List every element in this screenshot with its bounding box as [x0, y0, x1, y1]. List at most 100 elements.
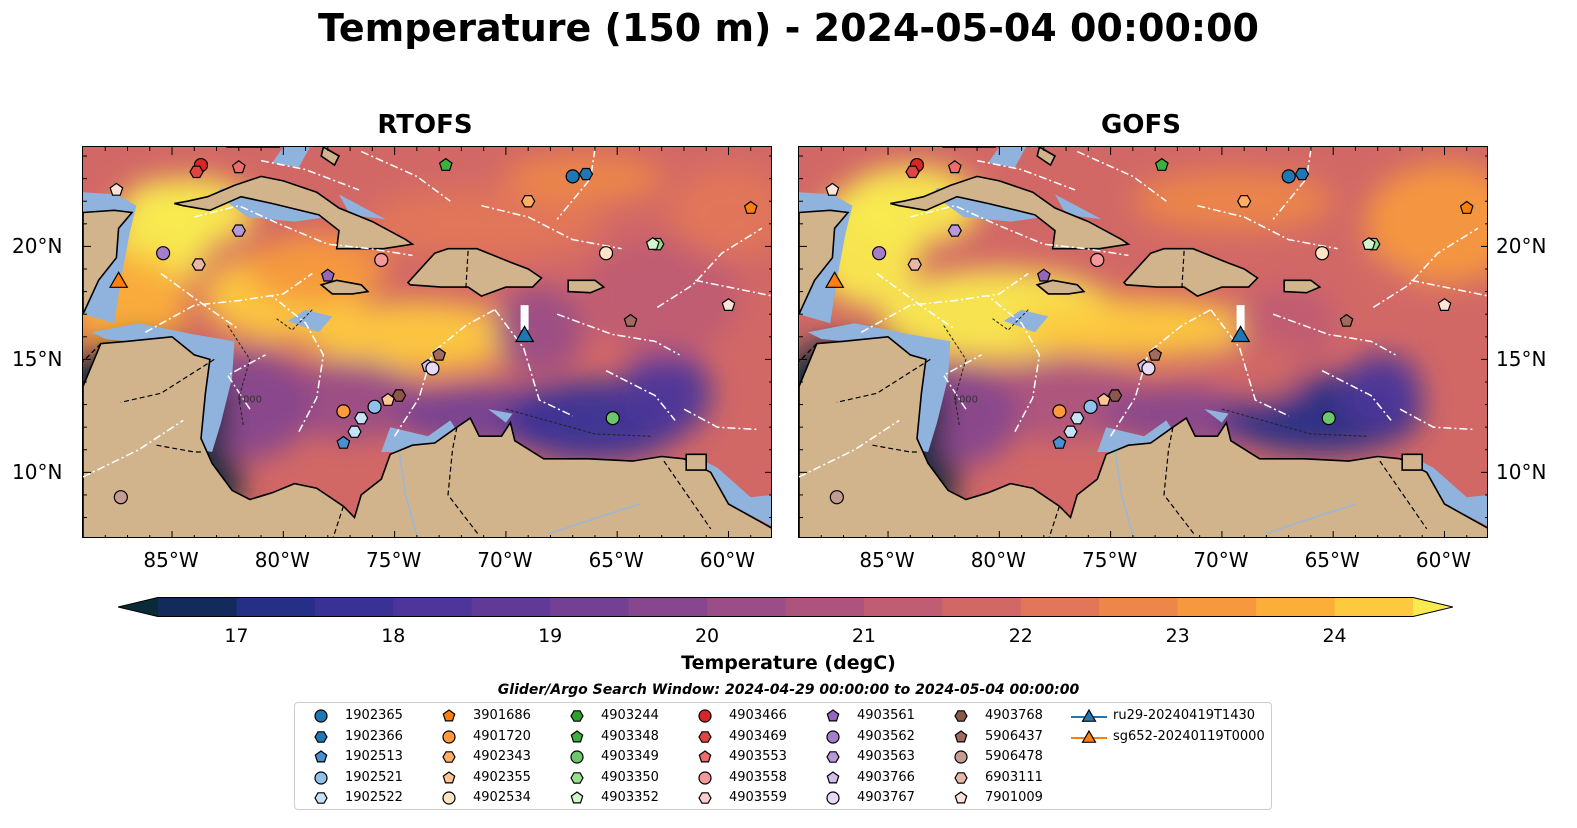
platform-4903767-marker [1141, 361, 1156, 376]
platform-1902522-marker [354, 411, 369, 425]
legend-marker-4903466 [698, 709, 712, 723]
legend-label: 1902522 [345, 790, 403, 806]
country-border [836, 358, 931, 403]
legend-label: 4901720 [473, 728, 531, 744]
colorbar-segment [314, 597, 394, 617]
land-trinidad [1401, 453, 1424, 471]
land-puertorico [567, 279, 606, 294]
depth-contour [943, 325, 967, 425]
country-border [799, 343, 818, 363]
glider-track [520, 305, 529, 331]
colorbar-over-extension [1413, 597, 1453, 617]
colorbar-tick-23: 23 [1165, 625, 1190, 647]
eez-boundary [160, 272, 238, 329]
legend-label: 4903349 [601, 749, 659, 765]
panel-title-rtofs: RTOFS [377, 110, 473, 140]
legend-marker-sg652-20240119T0000 [1081, 729, 1097, 743]
platform-1902365-marker [565, 169, 580, 184]
colorbar-tick-24: 24 [1322, 625, 1347, 647]
legend-marker-4903767 [826, 791, 840, 805]
eez-boundary [694, 279, 771, 297]
colorbar-segment [785, 597, 865, 617]
legend-label: 7901009 [985, 790, 1043, 806]
platform-3901686-marker [1459, 200, 1474, 214]
colorbar-tick-22: 22 [1008, 625, 1033, 647]
depth-contour [276, 309, 313, 331]
colorbar-segment [1256, 597, 1336, 617]
legend-label: 4903767 [857, 790, 915, 806]
legend-label: 4903244 [601, 708, 659, 723]
platform-7901009-marker [721, 297, 736, 311]
shelf-region [272, 147, 310, 168]
legend-marker-3901686 [442, 709, 456, 722]
colorbar-segment [471, 597, 551, 617]
colorbar-segment [707, 597, 787, 617]
ytick-right-15n: 15°N [1496, 347, 1547, 371]
platform-5906478-marker [829, 490, 844, 505]
river [1114, 451, 1134, 536]
platform-5906437-marker [623, 313, 638, 327]
legend-marker-4903558 [698, 771, 712, 785]
land-cuba [174, 175, 415, 250]
country-border [1379, 460, 1428, 530]
platform-1902521-marker [367, 399, 382, 414]
legend-label: 3901686 [473, 708, 531, 723]
platform-4903563-marker [947, 224, 962, 237]
legend-marker-5906437 [954, 729, 968, 743]
platform-4903553-marker [231, 160, 246, 174]
depth-contour [505, 408, 651, 437]
legend-label: 4903558 [729, 769, 787, 785]
land-hispaniola [1122, 247, 1259, 297]
gofs-xtick-80W: 80°W [970, 548, 1026, 572]
platform-4903352-marker [1361, 236, 1376, 251]
shelf-region [1003, 309, 1049, 333]
contour-label: 1000 [953, 394, 978, 405]
colorbar-segment [863, 597, 943, 617]
platform-1902521-marker [1083, 399, 1098, 414]
rtofs-xtick-60W: 60°W [699, 548, 756, 572]
country-border [465, 250, 469, 290]
depth-contour [227, 325, 251, 425]
country-border [332, 506, 344, 537]
legend-marker-4903244 [570, 710, 584, 722]
eez-boundary [556, 149, 596, 220]
colorbar-label: Temperature (degC) [681, 652, 896, 674]
legend-label: 4903348 [601, 728, 659, 744]
legend-label: 4903561 [857, 708, 915, 723]
legend-marker-4903350 [570, 771, 584, 784]
legend-label: 5906478 [985, 749, 1043, 765]
eez-boundary [1210, 309, 1290, 417]
eez-boundary [83, 419, 184, 478]
river [1266, 503, 1356, 535]
colorbar-segment [942, 597, 1022, 617]
legend-marker-4903553 [698, 750, 712, 763]
platform-5906437-marker [1148, 347, 1163, 361]
eez-boundary [799, 419, 900, 478]
land-puertorico [1283, 279, 1322, 294]
platform-1902513-marker [1052, 435, 1067, 449]
platform-1902522-marker [1063, 425, 1078, 438]
legend-marker-4902534 [442, 791, 456, 805]
search-window-text: Glider/Argo Search Window: 2024-04-29 00… [497, 682, 1080, 698]
platform-4903767-marker [425, 361, 440, 376]
ytick-left-15n: 15°N [12, 347, 63, 371]
rtofs-xtick-70W: 70°W [477, 548, 533, 572]
river [398, 451, 418, 536]
legend-label: 1902365 [345, 708, 403, 723]
country-border [663, 460, 712, 530]
legend-label: 4903563 [857, 749, 915, 765]
legend-label: 4903562 [857, 728, 915, 744]
platform-3901686-marker [743, 200, 758, 214]
colorbar-segment [1099, 597, 1179, 617]
colorbar-tick-20: 20 [694, 625, 720, 647]
platform-4902343-marker [1237, 194, 1252, 208]
gofs-xtick-75W: 75°W [1081, 548, 1138, 572]
eez-boundary [976, 159, 1076, 191]
eez-boundary [1076, 150, 1167, 202]
eez-boundary [656, 227, 763, 309]
ytick-left-20n: 20°N [12, 234, 63, 258]
glider-ru29-20240419T1430-marker [514, 325, 535, 343]
ytick-right-20n: 20°N [1496, 234, 1547, 258]
platform-4903348-marker [438, 157, 453, 171]
shelf-region [287, 309, 333, 333]
